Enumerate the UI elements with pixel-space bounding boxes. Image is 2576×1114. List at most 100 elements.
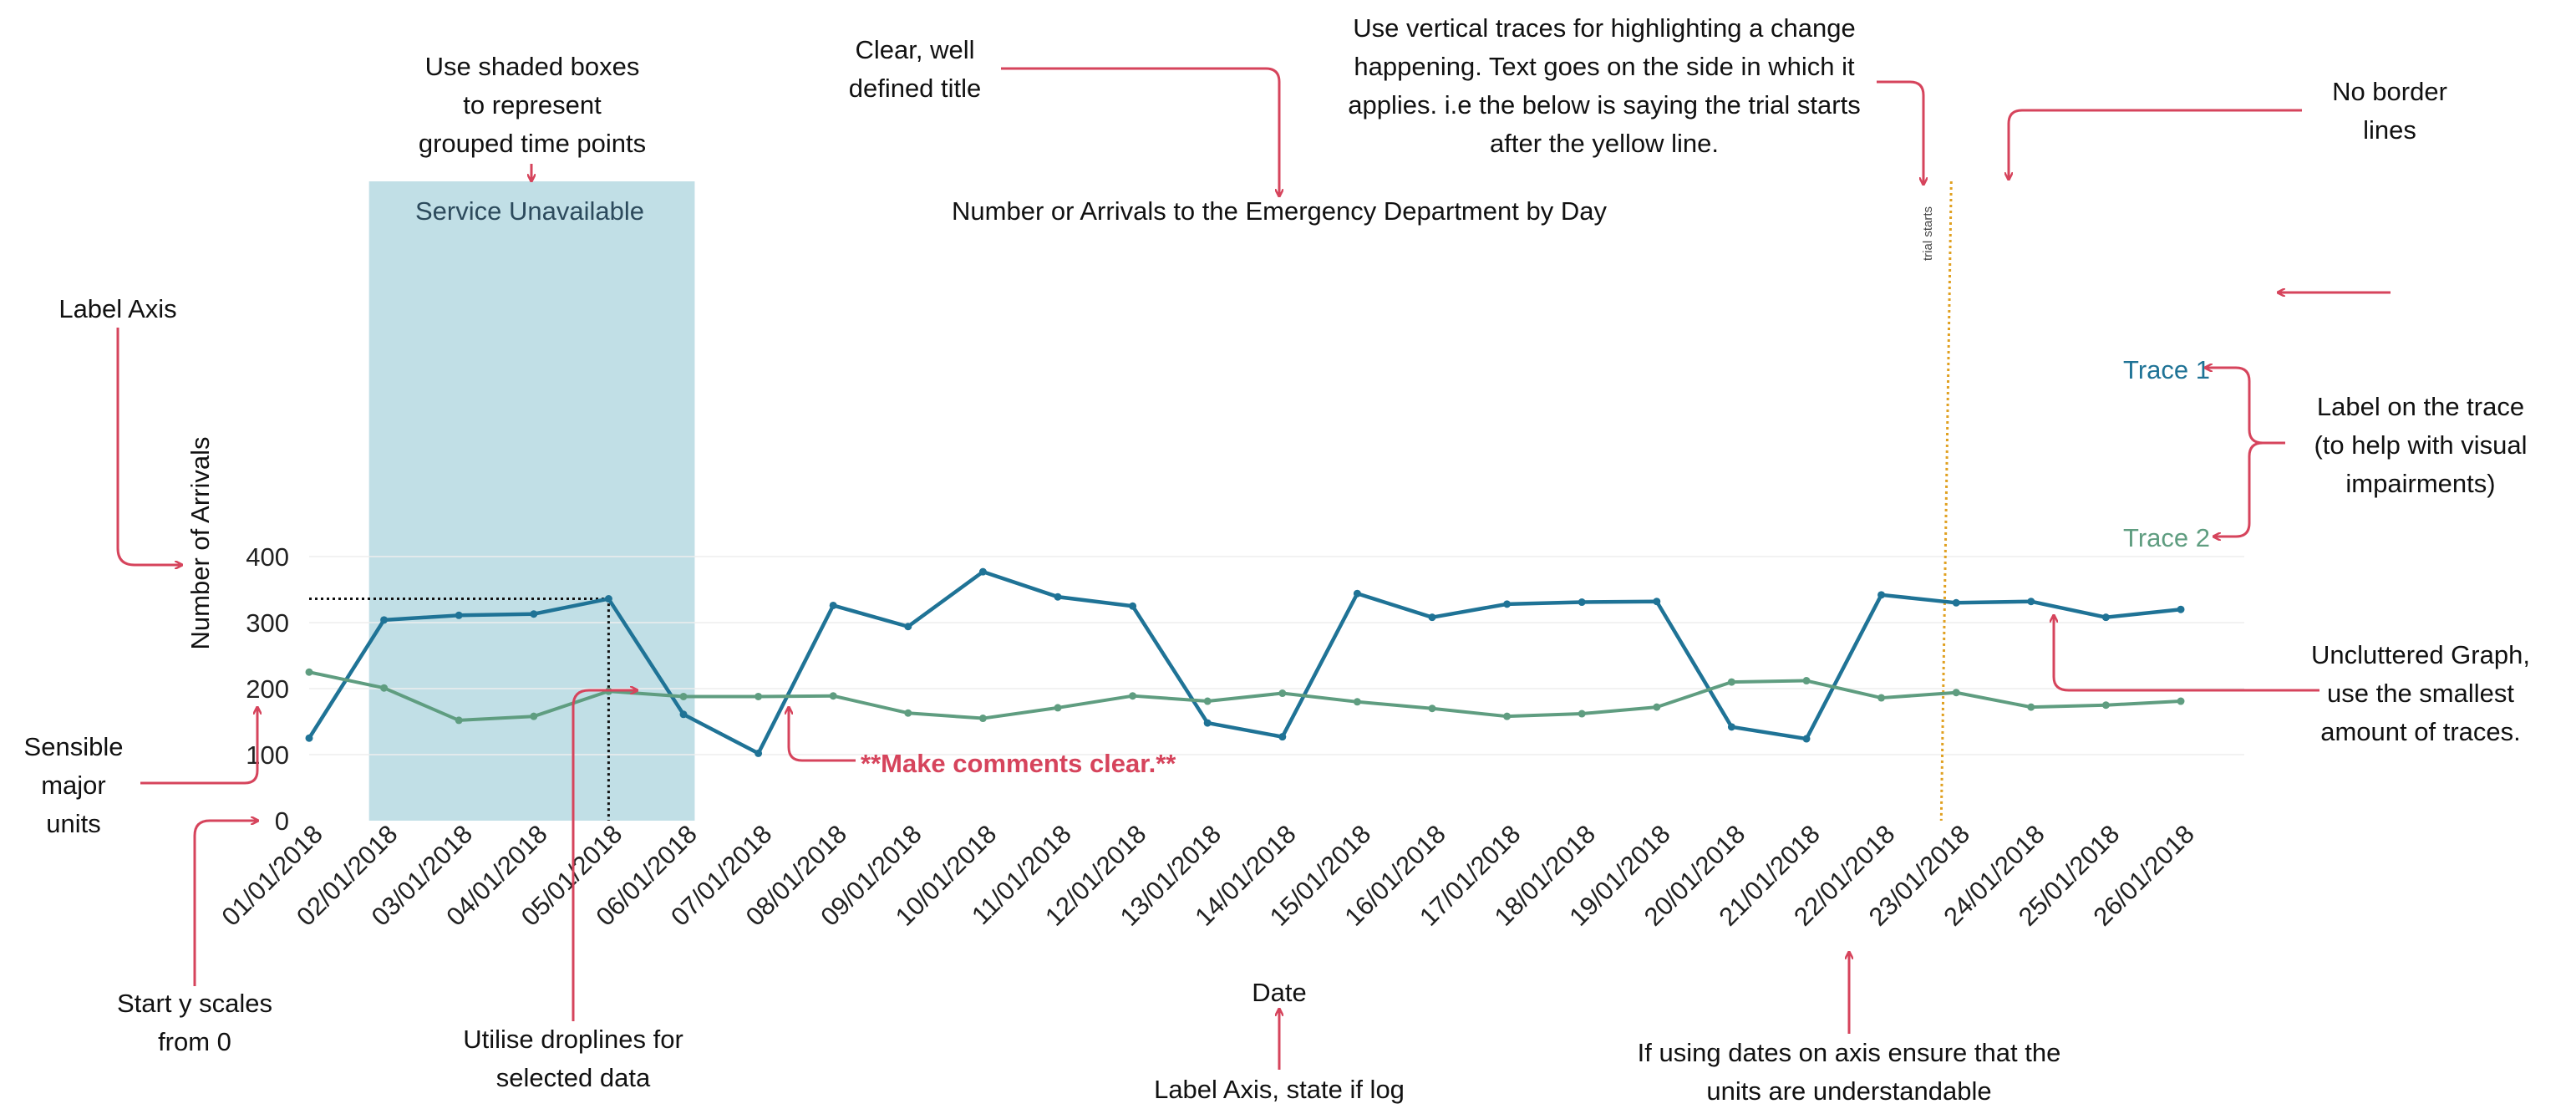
annotation-make-comments: **Make comments clear.** [861,749,1176,778]
annotation-label-axis-y: Label Axis [58,294,176,323]
x-axis-label: Date [1252,978,1306,1007]
shaded-region [368,181,695,821]
annotation-line: from 0 [158,1027,231,1056]
annotation-line: Start y scales [117,989,272,1018]
annotation-line: impairments) [2345,469,2495,498]
y-tick-label: 0 [275,806,289,836]
data-point [380,616,389,624]
annotation-line: selected data [496,1063,651,1092]
annotation-line: to represent [463,90,602,120]
annotation-line: Sensible [24,732,124,761]
data-point [1054,704,1062,712]
trace2-label: Trace 2 [2123,523,2210,552]
data-point [1727,678,1735,686]
data-point [2027,598,2035,606]
data-point [530,712,538,720]
shaded-region-label: Service Unavailable [415,196,644,226]
data-point [1129,602,1137,610]
data-point [1503,600,1512,608]
data-point [305,734,313,742]
arrow-label-axis-y [116,328,181,565]
trial-starts-label: trial starts [1921,206,1935,261]
data-point [1203,697,1212,705]
data-point [1952,598,1960,607]
arrow-trace2 [2214,441,2285,537]
data-point [2101,613,2110,622]
data-point [755,692,763,700]
annotation-droplines: Utilise droplines for selected data [463,1025,683,1092]
annotation-line: Uncluttered Graph, [2311,640,2530,669]
data-point [530,610,538,618]
annotation-line: units are understandable [1706,1076,1991,1106]
data-point [829,692,837,700]
y-tick-label: 100 [246,740,289,770]
arrow-start-y [193,821,257,986]
data-point [305,668,313,676]
annotation-label-axis-x: Label Axis, state if log [1154,1075,1405,1104]
annotation-no-border: No border lines [2332,77,2447,145]
annotation-line: lines [2363,115,2416,145]
data-point [1353,698,1361,706]
annotation-line: Utilise droplines for [463,1025,683,1054]
data-point [755,749,763,757]
trace1-label: Trace 1 [2123,355,2210,384]
data-point [1278,733,1287,741]
annotation-line: Use shaded boxes [425,52,640,81]
data-point [1428,705,1436,713]
arrow-vertical-trace [1877,80,1923,184]
annotation-line: Use vertical traces for highlighting a c… [1353,13,1855,43]
data-point [1877,591,1886,599]
data-point [1653,703,1661,711]
shaded-region-layer [368,181,695,821]
annotation-line: major [41,771,106,800]
annotation-line: use the smallest [2327,679,2514,708]
data-point [1428,613,1436,622]
annotation-line: grouped time points [419,129,646,158]
annotation-label-on-trace: Label on the trace (to help with visual … [2314,392,2527,498]
data-point [1278,689,1287,698]
arrow-title [1001,67,1279,196]
annotation-line: Clear, well [856,35,975,64]
vertical-trace-line [1939,181,1953,822]
data-point [829,601,837,609]
annotation-line: amount of traces. [2320,717,2521,746]
annotation-line: If using dates on axis ensure that the [1638,1038,2061,1067]
annotation-line: No border [2332,77,2447,106]
arrow-trace1 [2206,368,2285,445]
annotation-dates-units: If using dates on axis ensure that the u… [1638,1038,2061,1106]
data-point [1503,712,1512,720]
data-point [679,710,688,719]
data-point [1802,735,1811,743]
arrow-sensible-units [140,708,257,785]
data-point [2027,703,2035,711]
data-point [904,709,912,717]
annotation-title-tip: Clear, well defined title [849,35,982,103]
annotation-line: applies. i.e the below is saying the tri… [1348,90,1860,120]
annotation-vertical-traces: Use vertical traces for highlighting a c… [1348,13,1860,158]
annotation-sensible-units: Sensible major units [24,732,124,838]
y-tick-label: 400 [246,542,289,572]
series-layer [305,567,2185,757]
series-line [307,569,2182,755]
data-point [2177,605,2185,613]
arrow-make-comments [789,708,856,762]
data-point [978,715,987,723]
data-point [2101,701,2110,710]
data-point [978,567,987,576]
data-point [2177,697,2185,705]
arrow-droplines [572,690,637,1021]
annotation-shaded-boxes: Use shaded boxes to represent grouped ti… [419,52,646,158]
y-tick-label: 200 [246,674,289,704]
data-point [904,623,912,631]
data-point [1578,598,1586,607]
data-point [604,595,612,603]
chart-title: Number or Arrivals to the Emergency Depa… [952,196,1607,226]
series-line [308,670,2182,722]
arrow-no-border-1 [2009,109,2302,179]
data-point [1129,692,1137,700]
data-point [380,684,389,692]
data-point [455,716,463,725]
arrow-uncluttered [2054,616,2319,692]
data-point [1203,719,1212,727]
